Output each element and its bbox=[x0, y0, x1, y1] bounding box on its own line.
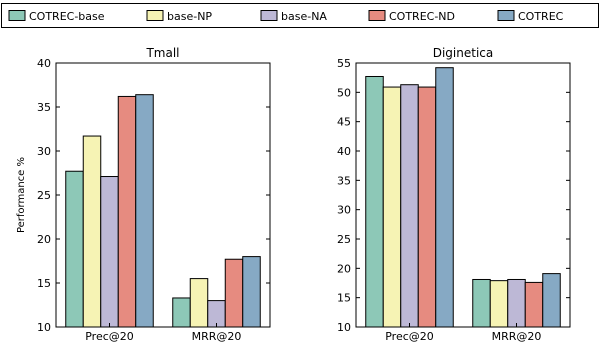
y-tick-label: 10 bbox=[37, 321, 51, 334]
y-axis-label: Performance % bbox=[16, 157, 27, 233]
bar-prec-20-base-np bbox=[83, 136, 101, 327]
y-tick-label: 40 bbox=[337, 145, 351, 158]
bar-prec-20-cotrec-base bbox=[66, 171, 84, 327]
chart-panel-diginetica: Diginetica Prec@20 MRR@20 10 15 20 25 30 35 40 45 5… bbox=[337, 46, 570, 343]
bar-mrr-20-cotrec-base bbox=[473, 279, 491, 327]
legend-label-base-na: base-NA bbox=[281, 10, 327, 23]
bar-mrr-20-cotrec bbox=[243, 257, 261, 327]
y-tick-label: 25 bbox=[37, 189, 51, 202]
bar-mrr-20-base-np bbox=[190, 279, 208, 327]
bar-mrr-20-base-np bbox=[490, 281, 508, 327]
bar-prec-20-cotrec-nd bbox=[418, 87, 436, 327]
bar-mrr-20-cotrec-base bbox=[173, 298, 191, 327]
y-tick-label: 20 bbox=[337, 262, 351, 275]
y-tick-label: 30 bbox=[37, 145, 51, 158]
bar-prec-20-cotrec bbox=[436, 68, 454, 327]
y-tick-label: 35 bbox=[337, 174, 351, 187]
chart-title: Diginetica bbox=[433, 46, 494, 60]
y-tick-label: 40 bbox=[37, 57, 51, 70]
bar-mrr-20-cotrec-nd bbox=[225, 259, 243, 327]
legend-swatch-cotrec bbox=[498, 11, 514, 21]
bar-prec-20-base-na bbox=[401, 85, 419, 327]
x-tick-label-mrr-20: MRR@20 bbox=[192, 330, 242, 343]
bar-prec-20-cotrec bbox=[136, 95, 154, 327]
x-tick-label-prec-20: Prec@20 bbox=[85, 330, 134, 343]
y-tick-label: 45 bbox=[337, 116, 351, 129]
legend-swatch-base-na bbox=[261, 11, 277, 21]
legend-swatch-cotrec-base bbox=[9, 11, 25, 21]
x-tick-label-mrr-20: MRR@20 bbox=[492, 330, 542, 343]
legend-label-base-np: base-NP bbox=[167, 10, 212, 23]
chart-title: Tmall bbox=[145, 46, 179, 60]
legend: COTREC-base base-NP base-NA COTREC-ND COTREC bbox=[2, 4, 599, 28]
bar-prec-20-cotrec-base bbox=[366, 76, 384, 327]
y-tick-label: 15 bbox=[337, 292, 351, 305]
y-tick-label: 15 bbox=[37, 277, 51, 290]
y-tick-label: 35 bbox=[37, 101, 51, 114]
bar-prec-20-base-np bbox=[383, 87, 401, 327]
legend-label-cotrec: COTREC bbox=[518, 10, 564, 23]
chart-panel-tmall: Tmall Performance % Prec@20 MRR@20 10 15 20 25 3… bbox=[16, 46, 270, 343]
bar-mrr-20-base-na bbox=[508, 279, 526, 327]
legend-swatch-base-np bbox=[147, 11, 163, 21]
bar-prec-20-cotrec-nd bbox=[118, 96, 136, 327]
bar-mrr-20-cotrec bbox=[543, 274, 561, 327]
y-tick-label: 10 bbox=[337, 321, 351, 334]
y-tick-label: 55 bbox=[337, 57, 351, 70]
y-tick-label: 50 bbox=[337, 86, 351, 99]
legend-label-cotrec-nd: COTREC-ND bbox=[389, 10, 455, 23]
chart-panels: Tmall Performance % Prec@20 MRR@20 10 15 20 25 3… bbox=[16, 46, 570, 343]
bar-prec-20-base-na bbox=[101, 177, 119, 327]
legend-label-cotrec-base: COTREC-base bbox=[29, 10, 105, 23]
x-tick-label-prec-20: Prec@20 bbox=[385, 330, 434, 343]
bar-mrr-20-cotrec-nd bbox=[525, 282, 543, 327]
y-tick-label: 20 bbox=[37, 233, 51, 246]
y-tick-label: 30 bbox=[337, 204, 351, 217]
y-tick-label: 25 bbox=[337, 233, 351, 246]
legend-swatch-cotrec-nd bbox=[369, 11, 385, 21]
